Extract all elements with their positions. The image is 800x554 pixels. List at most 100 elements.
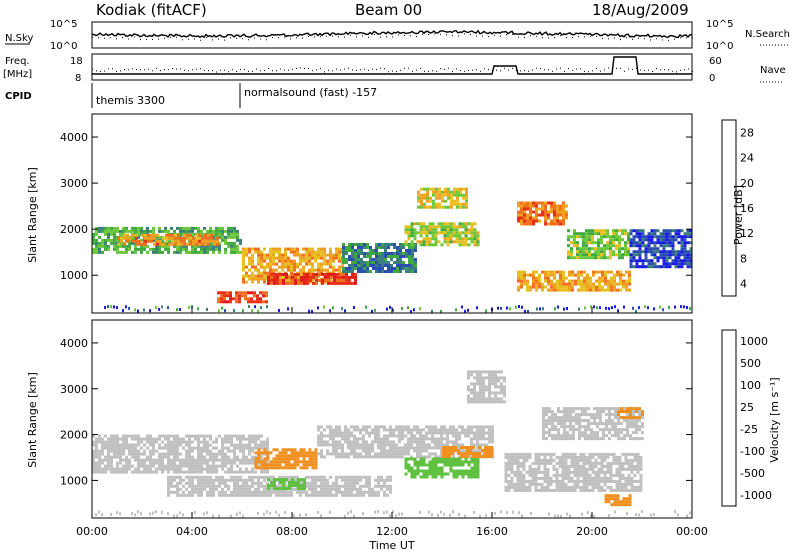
- heatmap-cell: [553, 285, 556, 289]
- heatmap-cell: [620, 410, 623, 414]
- heatmap-cell: [152, 458, 155, 462]
- heatmap-cell: [248, 250, 251, 254]
- heatmap-cell: [551, 410, 554, 414]
- heatmap-cell: [629, 407, 632, 411]
- heatmap-cell: [351, 252, 354, 255]
- heatmap-cell: [191, 434, 194, 438]
- heatmap-cell: [548, 416, 551, 420]
- heatmap-cell: [570, 464, 574, 468]
- heatmap-cell: [200, 484, 203, 488]
- heatmap-cell: [598, 288, 601, 292]
- heatmap-cell: [245, 253, 248, 257]
- heatmap-cell: [173, 475, 176, 479]
- heatmap-cell: [600, 485, 604, 489]
- heatmap-cell: [366, 261, 369, 264]
- heatmap-cell: [350, 446, 353, 450]
- heatmap-cell: [296, 247, 299, 251]
- heatmap-cell: [140, 244, 143, 248]
- heatmap-cell: [626, 416, 629, 420]
- heatmap-cell: [98, 452, 101, 456]
- heatmap-cell: [589, 288, 592, 292]
- heatmap-cell: [604, 497, 608, 501]
- heatmap-cell: [462, 202, 465, 206]
- heatmap-cell: [182, 484, 185, 488]
- heatmap-cell: [476, 373, 479, 377]
- heatmap-cell: [641, 262, 645, 266]
- heatmap-cell: [176, 446, 179, 450]
- heatmap-cell: [362, 455, 365, 459]
- heatmap-cell: [594, 473, 598, 477]
- heatmap-cell: [491, 425, 494, 429]
- heatmap-cell: [183, 236, 186, 240]
- heatmap-cell: [263, 277, 266, 281]
- heatmap-cell: [571, 288, 574, 292]
- heatmap-cell: [578, 422, 581, 426]
- heatmap-cell: [689, 265, 693, 269]
- heatmap-cell: [413, 243, 417, 247]
- heatmap-cell: [504, 461, 508, 465]
- heatmap-cell: [562, 210, 565, 214]
- heatmap-cell: [153, 233, 156, 237]
- heatmap-cell: [347, 434, 350, 438]
- heatmap-cell: [535, 276, 538, 280]
- heatmap-cell: [452, 431, 455, 435]
- heatmap-cell: [467, 376, 470, 380]
- heatmap-cell: [267, 275, 270, 279]
- heatmap-cell: [161, 434, 164, 438]
- heatmap-cell: [374, 428, 377, 432]
- heatmap-cell: [609, 470, 613, 474]
- heatmap-cell: [455, 469, 459, 473]
- heatmap-cell: [452, 225, 456, 229]
- heatmap-cell: [317, 253, 320, 257]
- heatmap-cell: [612, 238, 615, 242]
- heatmap-cell: [194, 487, 197, 491]
- heatmap-cell: [632, 250, 636, 254]
- heatmap-cell: [488, 425, 491, 429]
- heatmap-cell: [176, 452, 179, 456]
- heatmap-cell: [227, 241, 230, 245]
- heatmap-cell: [113, 434, 116, 438]
- heatmap-cell: [341, 478, 344, 482]
- heatmap-cell: [242, 256, 245, 260]
- heatmap-cell: [120, 239, 123, 243]
- heatmap-cell: [510, 485, 514, 489]
- heatmap-cell: [455, 457, 459, 461]
- heatmap-cell: [110, 440, 113, 444]
- y-tick-label: 2000: [60, 223, 88, 236]
- heatmap-cell: [476, 463, 480, 467]
- heatmap-cell: [248, 247, 251, 251]
- heatmap-cell: [479, 428, 482, 432]
- heatmap-cell: [627, 452, 631, 456]
- heatmap-cell: [578, 431, 581, 435]
- heatmap-cell: [366, 246, 369, 249]
- heatmap-cell: [314, 451, 318, 455]
- heatmap-cell: [311, 490, 314, 494]
- heatmap-cell: [653, 241, 657, 245]
- heatmap-cell: [398, 449, 401, 453]
- heatmap-cell: [389, 452, 392, 456]
- heatmap-cell: [165, 233, 168, 237]
- heatmap-cell: [380, 475, 383, 479]
- heatmap-cell: [425, 443, 428, 447]
- heatmap-cell: [629, 410, 632, 414]
- heatmap-cell: [251, 461, 254, 465]
- heatmap-cell: [543, 455, 547, 459]
- heatmap-cell: [588, 235, 591, 239]
- heatmap-cell: [384, 261, 387, 264]
- heatmap-cell: [296, 250, 299, 254]
- heatmap-cell: [621, 238, 624, 242]
- heatmap-cell: [203, 446, 206, 450]
- heatmap-cell: [613, 497, 617, 501]
- heatmap-cell: [212, 490, 215, 494]
- heatmap-cell: [529, 222, 532, 226]
- heatmap-cell: [143, 461, 146, 465]
- heatmap-cell: [170, 434, 173, 438]
- heatmap-cell: [137, 464, 140, 468]
- heatmap-cell: [434, 472, 438, 476]
- heatmap-cell: [452, 443, 455, 447]
- heatmap-cell: [287, 256, 290, 260]
- heatmap-cell: [347, 455, 350, 459]
- heatmap-cell: [437, 472, 441, 476]
- heatmap-cell: [644, 238, 648, 242]
- heatmap-cell: [576, 241, 579, 245]
